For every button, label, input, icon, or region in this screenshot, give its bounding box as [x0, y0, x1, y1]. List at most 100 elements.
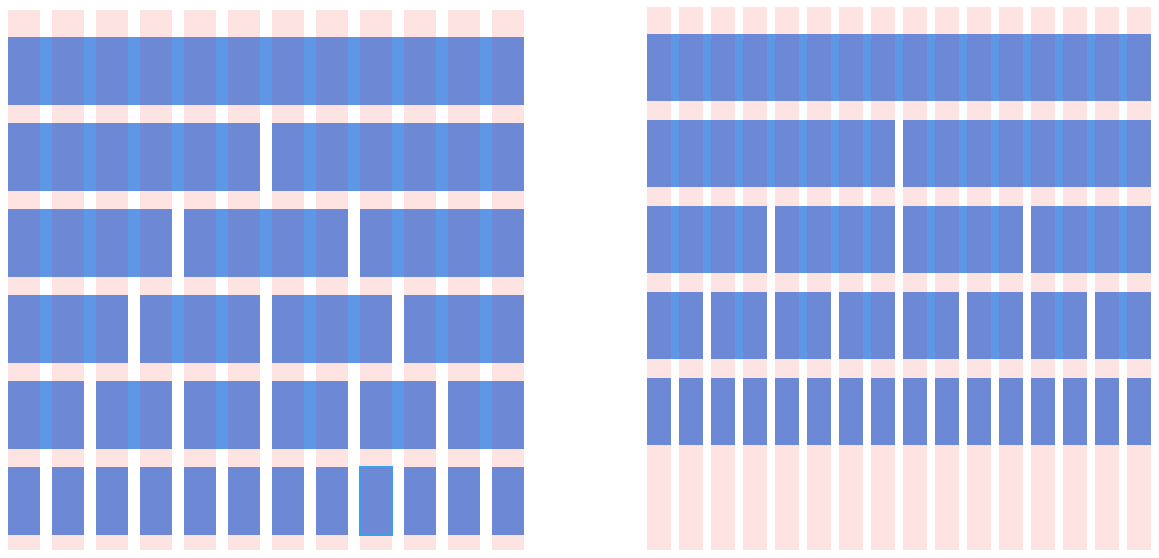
- grid-cell: [1031, 378, 1055, 445]
- gutter-stripe: [172, 295, 184, 363]
- gutter-stripe: [895, 34, 903, 101]
- grid-cell: [647, 378, 671, 445]
- gutter-stripe: [40, 381, 52, 449]
- gutter-stripe: [480, 37, 492, 105]
- gutter-stripe: [1119, 34, 1127, 101]
- gutter-stripe: [480, 123, 492, 191]
- grid-cell: [404, 295, 524, 363]
- gutter-stripe: [40, 209, 52, 277]
- grid-cell: [711, 378, 735, 445]
- gutter-stripe: [1055, 292, 1063, 359]
- gutter-stripe: [436, 295, 448, 363]
- gutter-stripe: [216, 295, 228, 363]
- grid-cell: [743, 378, 767, 445]
- gutter-stripe: [735, 206, 743, 273]
- grid-cell: [272, 467, 304, 535]
- gutter-stripe: [260, 37, 272, 105]
- gutter-stripe: [735, 292, 743, 359]
- gutter-stripe: [831, 206, 839, 273]
- gutter-stripe: [260, 209, 272, 277]
- gutter-stripe: [927, 120, 935, 187]
- grid-cell: [492, 467, 524, 535]
- grid-cell: [807, 378, 831, 445]
- gutter-stripe: [831, 120, 839, 187]
- gutter-stripe: [128, 37, 140, 105]
- grid-cell: [1127, 378, 1151, 445]
- grid-cell: [96, 467, 128, 535]
- gutter-stripe: [703, 34, 711, 101]
- grid-cell: [1063, 378, 1087, 445]
- gutter-stripe: [671, 34, 679, 101]
- gutter-stripe: [40, 37, 52, 105]
- grid-cell: [140, 467, 172, 535]
- gutter-stripe: [348, 123, 360, 191]
- gutter-stripe: [84, 37, 96, 105]
- gutter-stripe: [927, 206, 935, 273]
- gutter-stripe: [799, 206, 807, 273]
- gutter-stripe: [1023, 120, 1031, 187]
- grid-cell: [999, 378, 1023, 445]
- gutter-stripe: [671, 120, 679, 187]
- gutter-stripe: [128, 123, 140, 191]
- gutter-stripe: [216, 209, 228, 277]
- gutter-stripe: [304, 123, 316, 191]
- gutter-stripe: [480, 295, 492, 363]
- gutter-stripe: [348, 37, 360, 105]
- grid-cell: [679, 378, 703, 445]
- gutter-stripe: [1119, 206, 1127, 273]
- gutter-stripe: [991, 292, 999, 359]
- gutter-stripe: [84, 295, 96, 363]
- gutter-stripe: [927, 292, 935, 359]
- gutter-stripe: [863, 292, 871, 359]
- gutter-stripe: [348, 295, 360, 363]
- gutter-stripe: [863, 206, 871, 273]
- gutter-stripe: [735, 34, 743, 101]
- gutter-stripe: [671, 206, 679, 273]
- gutter-stripe: [1055, 120, 1063, 187]
- grid-cell: [316, 467, 348, 535]
- grid-cell: [903, 378, 927, 445]
- gutter-stripe: [304, 209, 316, 277]
- gutter-stripe: [799, 34, 807, 101]
- grid-cell: [359, 466, 393, 536]
- gutter-stripe: [480, 381, 492, 449]
- gutter-stripe: [703, 206, 711, 273]
- gutter-stripe: [436, 37, 448, 105]
- gutter-stripe: [959, 34, 967, 101]
- gutter-stripe: [799, 292, 807, 359]
- gutter-stripe: [671, 292, 679, 359]
- gutter-stripe: [392, 123, 404, 191]
- gutter-stripe: [863, 120, 871, 187]
- gutter-stripe: [216, 381, 228, 449]
- gutter-stripe: [216, 37, 228, 105]
- gutter-stripe: [959, 120, 967, 187]
- gutter-stripe: [216, 123, 228, 191]
- gutter-stripe: [831, 34, 839, 101]
- gutter-stripe: [304, 381, 316, 449]
- gutter-stripe: [392, 37, 404, 105]
- gutter-stripe: [1087, 34, 1095, 101]
- grid-cell: [228, 467, 260, 535]
- gutter-stripe: [480, 209, 492, 277]
- gutter-stripe: [172, 37, 184, 105]
- grid-cell: [871, 378, 895, 445]
- grid-cell: [8, 295, 128, 363]
- gutter-stripe: [1055, 34, 1063, 101]
- gutter-stripe: [392, 209, 404, 277]
- gutter-stripe: [1055, 206, 1063, 273]
- gutter-stripe: [436, 209, 448, 277]
- grid-cell: [775, 378, 799, 445]
- gutter-stripe: [703, 120, 711, 187]
- gutter-stripe: [304, 295, 316, 363]
- gutter-stripe: [863, 34, 871, 101]
- gutter-stripe: [172, 123, 184, 191]
- gutter-stripe: [767, 120, 775, 187]
- gutter-stripe: [40, 123, 52, 191]
- gutter-stripe: [1119, 120, 1127, 187]
- grid-cell: [140, 295, 260, 363]
- gutter-stripe: [1087, 206, 1095, 273]
- grid-cell: [8, 467, 40, 535]
- gutter-stripe: [735, 120, 743, 187]
- gutter-stripe: [767, 34, 775, 101]
